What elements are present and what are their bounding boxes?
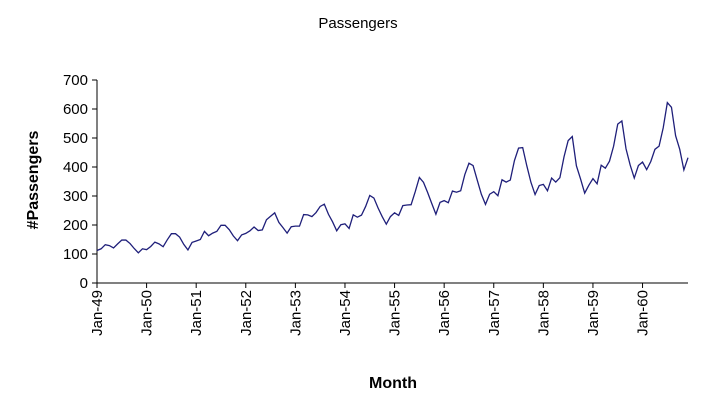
x-tick-label: Jan-53 — [287, 290, 304, 336]
x-tick-label: Jan-49 — [89, 290, 106, 336]
y-tick-label: 200 — [63, 217, 88, 234]
x-tick-label: Jan-60 — [635, 290, 652, 336]
y-tick-label: 600 — [63, 101, 88, 118]
axes: 0 100 200 300 400 500 600 700 Jan-49 Jan-50 Jan-51… — [63, 72, 688, 336]
series-layer — [96, 101, 689, 254]
y-tick-label: 0 — [80, 275, 88, 292]
y-tick-label: 400 — [63, 159, 88, 176]
x-tick-label: Jan-52 — [238, 290, 255, 336]
x-tick-label: Jan-54 — [337, 290, 354, 336]
y-tick-label: 100 — [63, 246, 88, 263]
y-axis-title: #Passengers — [25, 131, 42, 230]
x-axis-title: Month — [369, 375, 417, 392]
x-tick-label: Jan-56 — [436, 290, 453, 336]
x-tick-label: Jan-58 — [535, 290, 552, 336]
passengers-series-line — [96, 101, 689, 254]
y-tick-label: 700 — [63, 72, 88, 89]
x-tick-label: Jan-51 — [188, 290, 205, 336]
y-tick-label: 300 — [63, 188, 88, 205]
y-tick-label: 500 — [63, 130, 88, 147]
x-tick-label: Jan-59 — [585, 290, 602, 336]
x-tick-label: Jan-57 — [486, 290, 503, 336]
x-tick-label: Jan-50 — [139, 290, 156, 336]
chart-title: Passengers — [318, 15, 397, 32]
x-tick-label: Jan-55 — [387, 290, 404, 336]
